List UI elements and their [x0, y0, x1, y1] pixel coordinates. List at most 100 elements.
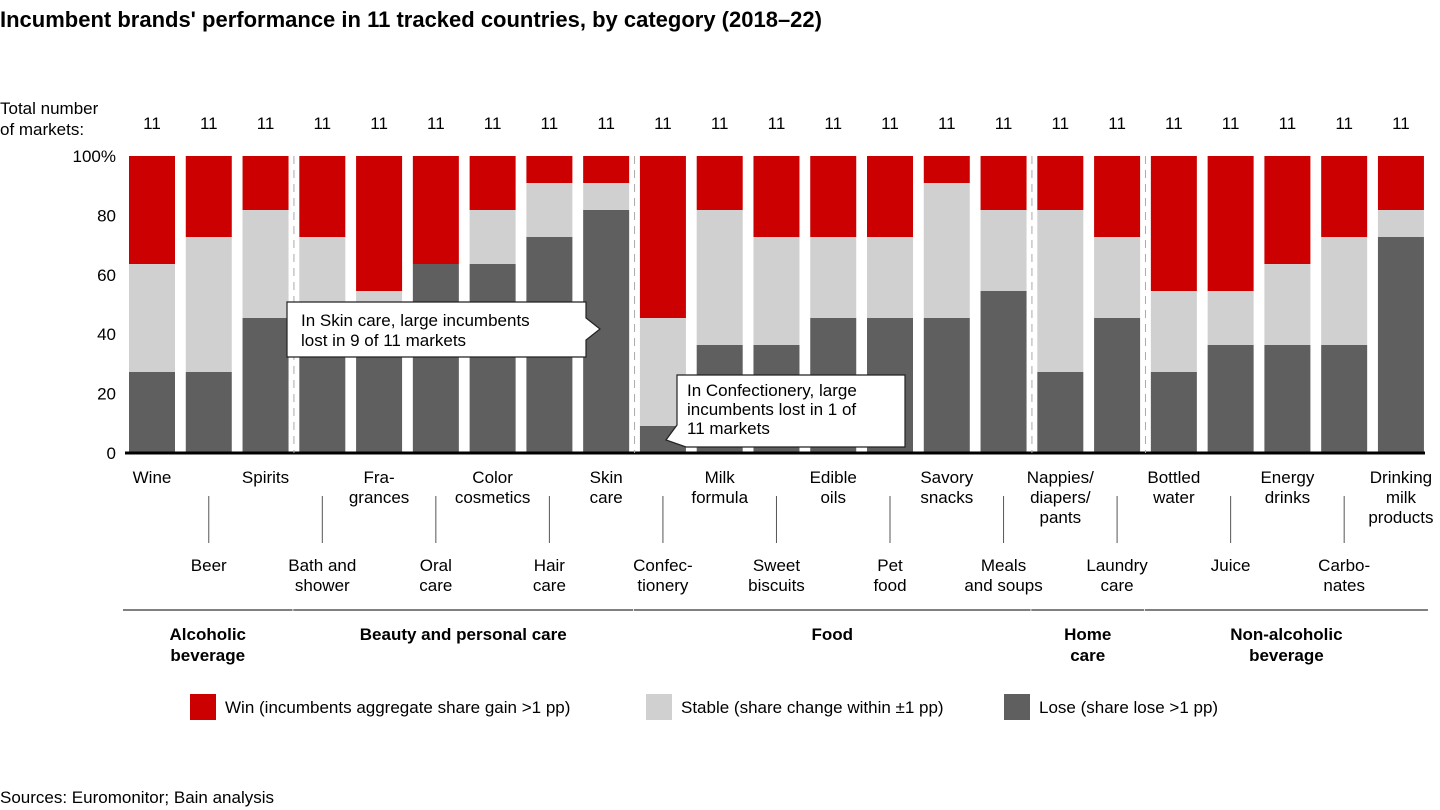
bar-segment: [753, 237, 800, 345]
y-tick-label: 80: [97, 206, 116, 225]
bar-segment: [129, 156, 175, 264]
bar-segment: [1207, 291, 1254, 345]
category-label: Hair care: [533, 556, 566, 595]
bar-segment: [242, 156, 289, 210]
bar-segment: [980, 156, 1027, 210]
total-markets-value: 11: [1279, 114, 1297, 133]
bar-segment: [583, 156, 630, 183]
total-markets-value: 11: [1335, 114, 1353, 133]
y-tick-label: 40: [97, 325, 116, 344]
group-label: Alcoholic beverage: [170, 625, 247, 665]
total-markets-value: 11: [711, 114, 729, 133]
legend-label: Lose (share lose >1 pp): [1039, 698, 1218, 717]
bar-segment: [810, 237, 857, 318]
bar-segment: [242, 210, 289, 318]
bar-segment: [412, 264, 459, 453]
total-markets-value: 11: [541, 114, 559, 133]
bar-segment: [1094, 237, 1141, 318]
category-label: Juice: [1211, 556, 1251, 575]
bar-segment: [1150, 156, 1197, 291]
category-label: Savory snacks: [920, 468, 973, 507]
bar-segment: [980, 291, 1027, 453]
bar-segment: [1207, 345, 1254, 453]
bar-segment: [1037, 372, 1084, 453]
y-tick-label: 100%: [73, 147, 116, 166]
bar-segment: [1264, 156, 1311, 264]
bar-segment: [242, 318, 289, 453]
category-label: Beer: [191, 556, 227, 575]
bar-segment: [923, 156, 970, 183]
total-markets-label: Total number of markets:: [0, 99, 99, 139]
bar-segment: [696, 156, 743, 210]
bar-segment: [1150, 291, 1197, 372]
category-label: Skin care: [590, 468, 623, 507]
bar-segment: [1321, 156, 1368, 237]
group-label: Home care: [1064, 625, 1111, 665]
legend-swatch: [646, 694, 672, 720]
bar-segment: [696, 210, 743, 345]
bar-segment: [867, 237, 914, 318]
group-label: Non-alcoholic beverage: [1230, 625, 1342, 665]
bar-segment: [185, 372, 232, 453]
category-label: Wine: [133, 468, 172, 487]
y-tick-label: 0: [107, 444, 116, 463]
bar-segment: [1094, 318, 1141, 453]
bar-segment: [1264, 345, 1311, 453]
category-label: Fra-grances: [349, 468, 409, 507]
chart-title: Incumbent brands' performance in 11 trac…: [0, 7, 822, 32]
total-markets-value: 11: [257, 114, 275, 133]
bar-segment: [1377, 237, 1424, 453]
bar-segment: [1037, 210, 1084, 372]
total-markets-value: 11: [768, 114, 786, 133]
bar-segment: [299, 156, 346, 237]
total-markets-value: 11: [654, 114, 672, 133]
total-markets-value: 11: [143, 114, 161, 133]
category-label: Sweet biscuits: [748, 556, 805, 595]
category-label: Nappies/diapers/pants: [1027, 468, 1094, 527]
bar-segment: [923, 318, 970, 453]
category-label: Laundry care: [1086, 556, 1148, 595]
annotation-text: In Skin care, large incumbents lost in 9 …: [301, 311, 530, 350]
category-label: Pet food: [873, 556, 906, 595]
bar-segment: [639, 156, 686, 318]
legend-swatch: [1004, 694, 1030, 720]
category-label: Meals and soups: [964, 556, 1042, 595]
bar-segment: [867, 156, 914, 237]
category-label: Color cosmetics: [455, 468, 531, 507]
group-label: Food: [811, 625, 853, 644]
y-tick-label: 60: [97, 266, 116, 285]
source-note: Sources: Euromonitor; Bain analysis: [0, 788, 274, 807]
legend-label: Stable (share change within ±1 pp): [681, 698, 944, 717]
total-markets-value: 11: [1165, 114, 1183, 133]
annotation-callout: [286, 301, 601, 358]
bar-segment: [1264, 264, 1311, 345]
total-markets-value: 11: [370, 114, 388, 133]
bar-segment: [1321, 345, 1368, 453]
total-markets-value: 11: [881, 114, 899, 133]
total-markets-value: 11: [484, 114, 502, 133]
bar-segment: [412, 156, 459, 264]
bar-segment: [469, 210, 516, 264]
bar-segment: [1321, 237, 1368, 345]
bar-segment: [356, 156, 403, 291]
bar-segment: [526, 156, 573, 183]
category-label: Bath and shower: [288, 556, 356, 595]
bar-segment: [1377, 210, 1424, 237]
group-label: Beauty and personal care: [360, 625, 567, 644]
y-tick-label: 20: [97, 385, 116, 404]
bar-segment: [1207, 156, 1254, 291]
bar-segment: [1150, 372, 1197, 453]
legend-swatch: [190, 694, 216, 720]
category-label: Carbo-nates: [1318, 556, 1370, 595]
bar-segment: [583, 183, 630, 210]
annotation-callout: [665, 374, 906, 448]
total-markets-value: 11: [427, 114, 445, 133]
legend-label: Win (incumbents aggregate share gain >1 …: [225, 698, 570, 717]
total-markets-value: 11: [597, 114, 615, 133]
bar-segment: [526, 183, 573, 237]
bar-segment: [923, 183, 970, 318]
bar-segment: [1094, 156, 1141, 237]
bar-segment: [980, 210, 1027, 291]
total-markets-value: 11: [938, 114, 956, 133]
